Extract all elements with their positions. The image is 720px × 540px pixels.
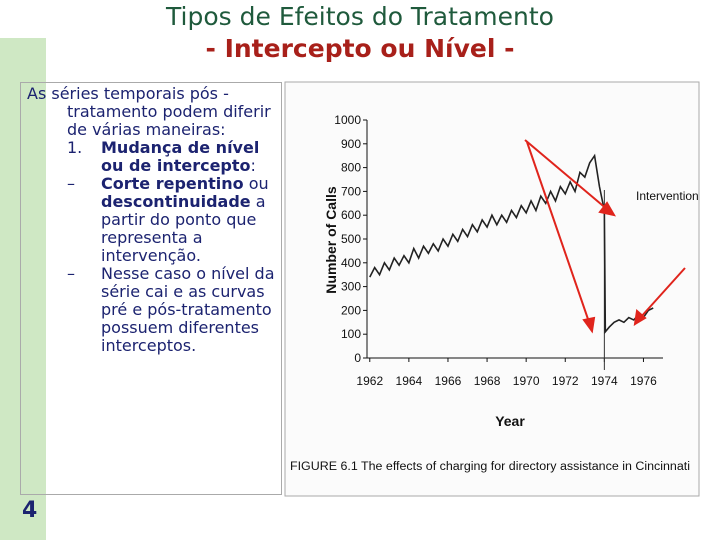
y-axis-label: Number of Calls bbox=[323, 186, 339, 294]
y-tick-label: 500 bbox=[341, 232, 361, 246]
annotation: Intervention bbox=[636, 189, 699, 203]
figure-marks: 0 100 200 300 400 500 600 700 800 900 1000 1962 1964… bbox=[290, 113, 699, 473]
x-tick-label: 1962 bbox=[356, 374, 383, 388]
x-tick-label: 1974 bbox=[591, 374, 618, 388]
x-tick-label: 1964 bbox=[396, 374, 423, 388]
arrow bbox=[639, 267, 686, 319]
x-tick-label: 1966 bbox=[435, 374, 462, 388]
y-tick-label: 200 bbox=[341, 303, 361, 317]
y-tick-label: 600 bbox=[341, 208, 361, 222]
x-tick-label: 1976 bbox=[630, 374, 657, 388]
caption: FIGURE 6.1 The effects of charging for d… bbox=[290, 461, 690, 473]
item-segment: Nesse caso o nível da série cai e as cur… bbox=[101, 264, 275, 355]
item-segment: : bbox=[250, 156, 256, 175]
slide-number: 4 bbox=[22, 498, 38, 523]
title-line-2: - Intercepto ou Nível - bbox=[205, 34, 515, 63]
list-item: – Corte repentino ou descontinuidade a pa… bbox=[67, 175, 275, 265]
item-segment: Mudança de nível ou de intercepto bbox=[101, 138, 260, 175]
arrow-head bbox=[582, 316, 596, 334]
arrow-head bbox=[633, 309, 647, 326]
item-text: Nesse caso o nível da série cai e as cur… bbox=[101, 265, 275, 355]
item-text: Corte repentino ou descontinuidade a par… bbox=[101, 175, 275, 265]
item-text: Mudança de nível ou de intercepto: bbox=[101, 139, 275, 175]
arrow bbox=[526, 141, 590, 323]
y-tick-label: 0 bbox=[354, 351, 361, 365]
item-list: 1. Mudança de nível ou de intercepto: – Cor… bbox=[27, 139, 275, 355]
x-tick-label: 1972 bbox=[552, 374, 579, 388]
x-axis-label: Year bbox=[495, 413, 525, 429]
y-tick-label: 1000 bbox=[334, 113, 361, 127]
item-marker: – bbox=[67, 264, 75, 283]
y-tick-label: 800 bbox=[341, 161, 361, 175]
y-tick-label: 900 bbox=[341, 137, 361, 151]
arrow-head bbox=[598, 201, 617, 217]
list-item: 1. Mudança de nível ou de intercepto: bbox=[67, 139, 275, 175]
y-tick-label: 700 bbox=[341, 184, 361, 198]
title-line-1: Tipos de Efeitos do Tratamento bbox=[166, 2, 554, 31]
item-segment: a partir do ponto que representa a inter… bbox=[101, 192, 266, 265]
side-strip bbox=[0, 38, 46, 540]
item-segment: Corte repentino bbox=[101, 174, 244, 193]
x-tick-label: 1970 bbox=[513, 374, 540, 388]
arrows bbox=[524, 139, 686, 334]
item-marker: 1. bbox=[67, 138, 83, 157]
item-marker: – bbox=[67, 174, 75, 193]
list-item: – Nesse caso o nível da série cai e as cu… bbox=[67, 265, 275, 355]
y-tick-label: 300 bbox=[341, 280, 361, 294]
item-segment: ou bbox=[243, 174, 269, 193]
x-tick-label: 1968 bbox=[474, 374, 501, 388]
item-segment: descontinuidade bbox=[101, 192, 251, 211]
intro: As séries temporais pós -tratamento pode… bbox=[27, 84, 271, 139]
y-tick-label: 400 bbox=[341, 256, 361, 270]
figure-frame bbox=[284, 81, 700, 497]
text-box: As séries temporais pós -tratamento pode… bbox=[20, 82, 282, 495]
data-line bbox=[369, 153, 654, 335]
arrow bbox=[524, 139, 609, 211]
y-tick-label: 100 bbox=[341, 327, 361, 341]
